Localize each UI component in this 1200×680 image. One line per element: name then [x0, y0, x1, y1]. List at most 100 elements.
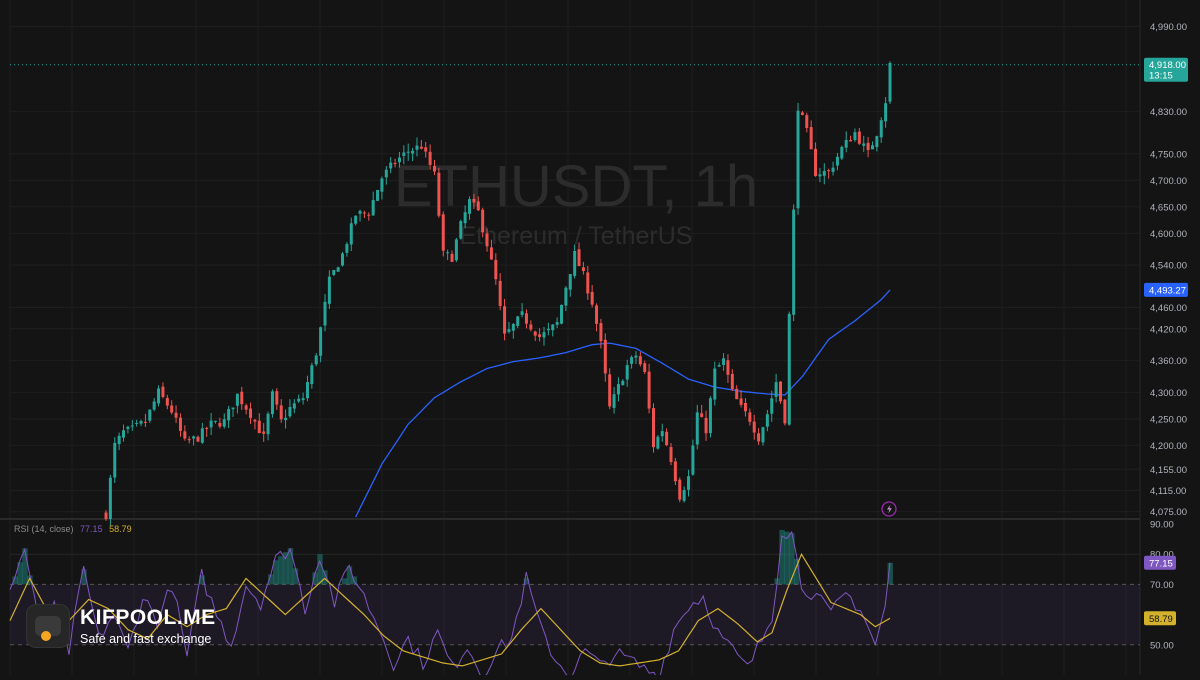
rsi-overbought-fill	[277, 556, 284, 585]
candle-body	[656, 436, 660, 449]
candle-body	[818, 174, 822, 177]
candle-body	[888, 62, 892, 102]
candle-body	[249, 408, 253, 418]
rsi-overbought-fill	[794, 558, 800, 585]
rsi-ma-value-tag	[1144, 611, 1176, 626]
candle-body	[783, 399, 787, 424]
candle-body	[235, 393, 239, 406]
candle-body	[616, 384, 620, 395]
rsi-overbought-fill	[287, 548, 294, 585]
watermark-symbol: ETHUSDT, 1h	[394, 154, 758, 219]
candle-body	[213, 420, 217, 422]
candle-body	[472, 198, 476, 203]
candle-body	[743, 402, 747, 412]
rsi-tick-label: 90.00	[1150, 520, 1174, 531]
price-tick-label: 4,700.00	[1150, 176, 1187, 187]
rsi-overbought-fill	[351, 576, 358, 585]
candle-body	[857, 131, 861, 144]
current-price-tag	[1144, 57, 1188, 82]
candle-body	[459, 221, 463, 239]
candle-body	[253, 419, 257, 422]
rsi-legend-title: RSI (14, close)	[14, 524, 74, 534]
candle-body	[266, 413, 270, 435]
candle-body	[678, 479, 682, 500]
rsi-overbought-fill	[346, 566, 353, 585]
candle-body	[805, 115, 809, 128]
candle-body	[647, 371, 651, 409]
candle-body	[779, 381, 783, 402]
alert-icon[interactable]	[881, 501, 897, 517]
candle-body	[437, 172, 441, 216]
candle-body	[621, 380, 625, 386]
candle-body	[122, 430, 126, 438]
candle-body	[314, 355, 318, 365]
candle-body	[135, 422, 139, 424]
candle-body	[704, 417, 708, 434]
candle-body	[551, 324, 555, 331]
candle-body	[713, 368, 717, 400]
candle-body	[165, 397, 169, 406]
candle-body	[503, 306, 507, 334]
rsi-overbought-fill	[199, 575, 205, 585]
rsi-overbought-fill	[317, 554, 323, 585]
price-tick-label: 4,250.00	[1150, 414, 1187, 425]
candle-body	[722, 358, 726, 366]
candle-body	[284, 417, 288, 421]
candle-body	[529, 324, 533, 330]
rsi-overbought-fill	[789, 533, 795, 585]
candle-body	[240, 391, 244, 405]
candle-body	[498, 280, 502, 306]
rsi-legend[interactable]: RSI (14, close) 77.15 58.79	[14, 524, 132, 534]
candle-body	[726, 360, 730, 375]
candle-body	[862, 143, 866, 146]
candle-body	[380, 178, 384, 192]
candle-body	[875, 136, 879, 148]
candle-body	[104, 512, 108, 520]
candle-body	[292, 403, 296, 409]
candle-body	[178, 417, 182, 431]
candle-body	[157, 388, 161, 404]
candle-body	[739, 398, 743, 405]
rsi-legend-value: 77.15	[80, 524, 103, 534]
price-tick-label: 4,115.00	[1150, 486, 1186, 497]
rsi-tick-label: 50.00	[1150, 640, 1174, 651]
candle-body	[761, 427, 765, 443]
candle-body	[192, 436, 196, 439]
candle-body	[665, 431, 669, 446]
candle-body	[752, 421, 756, 433]
candle-body	[319, 327, 323, 356]
candle-body	[625, 365, 629, 380]
candle-body	[262, 431, 266, 434]
candle-body	[463, 212, 467, 224]
candle-body	[538, 334, 542, 338]
candle-body	[476, 201, 480, 211]
moving-average-line	[355, 289, 891, 518]
candle-body	[612, 394, 616, 408]
current-price-tag-label: 4,918.00	[1149, 60, 1186, 71]
candle-body	[831, 167, 835, 172]
rsi-pane	[9, 530, 1140, 680]
rsi-overbought-fill	[22, 548, 28, 585]
candle-body	[139, 420, 143, 424]
price-axis: 4,990.00 4,830.00 4,750.00 4,700.00 4,650.00…	[1144, 22, 1188, 651]
wallet-icon	[26, 604, 70, 648]
candle-body	[341, 253, 345, 266]
candle-body	[651, 408, 655, 448]
candle-body	[384, 169, 388, 178]
candle-body	[310, 365, 314, 385]
candle-body	[200, 428, 204, 443]
candle-body	[586, 272, 590, 294]
candle-body	[507, 329, 511, 332]
candle-body	[827, 170, 831, 172]
candle-body	[735, 388, 739, 400]
rsi-tick-label: 80.00	[1150, 550, 1174, 561]
candle-body	[603, 339, 607, 374]
candle-body	[446, 252, 450, 254]
candle-body	[708, 398, 712, 434]
candle-body	[432, 165, 436, 172]
candle-body	[796, 110, 800, 209]
candle-body	[840, 146, 844, 159]
candle-body	[170, 405, 174, 413]
